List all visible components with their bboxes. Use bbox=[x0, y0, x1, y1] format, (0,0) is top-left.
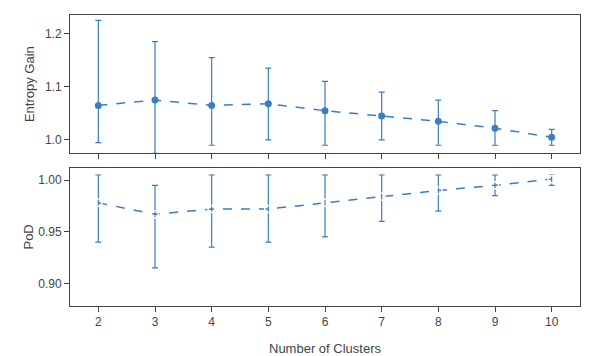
svg-text:Entropy Gain: Entropy Gain bbox=[22, 46, 37, 122]
svg-text:5: 5 bbox=[265, 315, 272, 329]
svg-text:2: 2 bbox=[95, 315, 102, 329]
svg-text:1.1: 1.1 bbox=[45, 80, 62, 94]
svg-text:4: 4 bbox=[208, 315, 215, 329]
svg-text:7: 7 bbox=[378, 315, 385, 329]
svg-text:6: 6 bbox=[322, 315, 329, 329]
svg-text:1.2: 1.2 bbox=[45, 27, 62, 41]
svg-text:Number of Clusters: Number of Clusters bbox=[269, 341, 381, 356]
svg-text:3: 3 bbox=[152, 315, 159, 329]
svg-text:8: 8 bbox=[435, 315, 442, 329]
svg-text:0.95: 0.95 bbox=[38, 225, 62, 239]
svg-text:9: 9 bbox=[492, 315, 499, 329]
svg-text:1.00: 1.00 bbox=[38, 173, 62, 187]
svg-text:0.90: 0.90 bbox=[38, 277, 62, 291]
svg-text:10: 10 bbox=[545, 315, 559, 329]
svg-text:PoD: PoD bbox=[21, 224, 36, 249]
svg-text:1.0: 1.0 bbox=[45, 133, 62, 147]
